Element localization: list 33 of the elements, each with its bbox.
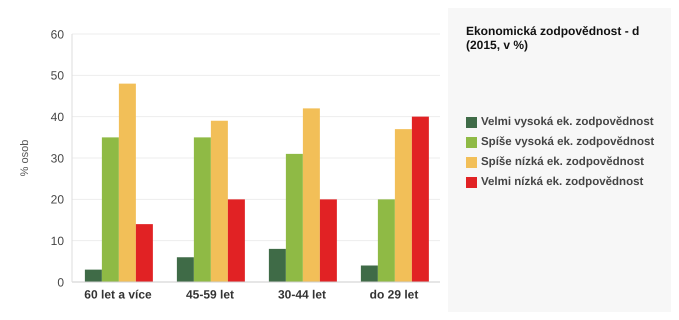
bar xyxy=(136,224,153,282)
bar xyxy=(210,120,228,282)
x-tick-label: 45-59 let xyxy=(186,288,234,302)
bar xyxy=(176,257,194,282)
legend-label: Velmi vysoká ek. zodpovědnost xyxy=(481,116,654,128)
x-tick-label: 30-44 let xyxy=(278,288,326,302)
y-tick-label: 0 xyxy=(57,275,64,290)
bar xyxy=(268,248,286,282)
bar xyxy=(360,265,378,282)
y-tick-label: 30 xyxy=(50,151,64,166)
y-tick-label: 50 xyxy=(50,68,64,83)
legend-label: Spíše nízká ek. zodpovědnost xyxy=(481,156,644,168)
bar xyxy=(194,137,211,282)
y-tick-label: 60 xyxy=(50,27,64,42)
y-tick-label: 20 xyxy=(50,192,64,207)
bar xyxy=(394,129,412,282)
x-tick-label: 60 let a více xyxy=(84,288,152,302)
bar xyxy=(118,84,136,282)
bar xyxy=(412,116,429,282)
y-tick-label: 40 xyxy=(50,110,64,124)
y-axis-title: % osob xyxy=(18,140,31,176)
x-tick-label: do 29 let xyxy=(370,288,418,302)
bar xyxy=(228,199,245,282)
bar xyxy=(302,108,320,282)
legend-label: Velmi nízká ek. zodpovědnost xyxy=(481,176,644,188)
y-tick-label: 10 xyxy=(50,234,64,248)
text: Ekonomická zodpovědnost - d (2015, v %) xyxy=(466,24,640,52)
bar xyxy=(84,270,102,282)
bar xyxy=(320,199,337,282)
bar xyxy=(378,199,395,282)
legend-label: Spíše vysoká ek. zodpovědnost xyxy=(481,136,654,148)
bar xyxy=(286,154,303,282)
bar xyxy=(102,137,119,282)
